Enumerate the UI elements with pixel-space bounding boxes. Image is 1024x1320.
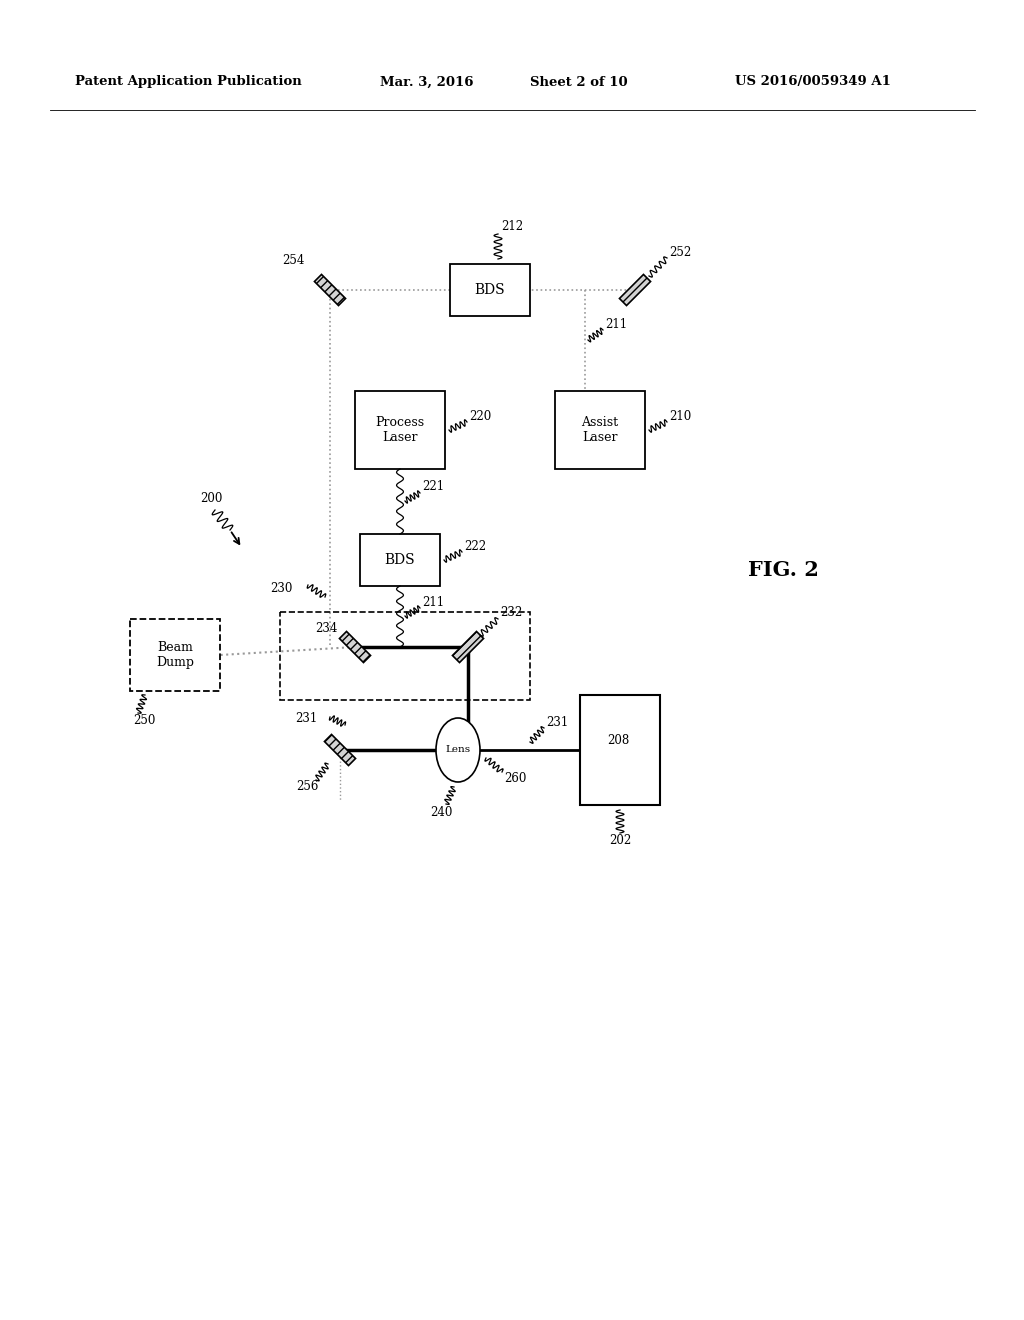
Text: 231: 231 (546, 715, 568, 729)
Text: 230: 230 (270, 582, 293, 595)
Text: Process
Laser: Process Laser (376, 416, 425, 444)
Text: FIG. 2: FIG. 2 (748, 560, 819, 579)
Bar (355, 391, 445, 469)
Polygon shape (325, 734, 355, 766)
Text: 231: 231 (295, 713, 317, 726)
Text: 250: 250 (133, 714, 156, 727)
Text: 260: 260 (504, 771, 526, 784)
Polygon shape (339, 631, 371, 663)
Text: Mar. 3, 2016: Mar. 3, 2016 (380, 75, 473, 88)
Text: 208: 208 (607, 734, 629, 747)
Text: BDS: BDS (475, 282, 505, 297)
Text: Beam
Dump: Beam Dump (156, 642, 194, 669)
Ellipse shape (436, 718, 480, 781)
Text: 240: 240 (430, 805, 453, 818)
Bar (360, 535, 440, 586)
Text: Lens: Lens (445, 746, 471, 755)
Text: 254: 254 (282, 253, 304, 267)
Text: 221: 221 (422, 480, 444, 494)
Text: BDS: BDS (385, 553, 416, 568)
Bar (555, 391, 645, 469)
Text: 202: 202 (609, 834, 631, 847)
Text: 234: 234 (315, 623, 337, 635)
Text: US 2016/0059349 A1: US 2016/0059349 A1 (735, 75, 891, 88)
Text: 232: 232 (500, 606, 522, 619)
Bar (450, 264, 530, 315)
Bar (130, 619, 220, 690)
Text: Patent Application Publication: Patent Application Publication (75, 75, 302, 88)
Text: 252: 252 (669, 246, 691, 259)
Text: 211: 211 (605, 318, 627, 330)
Polygon shape (314, 275, 345, 305)
Bar (580, 696, 660, 805)
Text: Assist
Laser: Assist Laser (582, 416, 618, 444)
Text: Sheet 2 of 10: Sheet 2 of 10 (530, 75, 628, 88)
Text: 212: 212 (501, 219, 523, 232)
Bar (280, 612, 530, 700)
Text: 222: 222 (464, 540, 486, 553)
Polygon shape (620, 275, 650, 305)
Text: 200: 200 (200, 491, 222, 504)
Polygon shape (453, 631, 483, 663)
Text: 210: 210 (669, 409, 691, 422)
Text: 211: 211 (422, 595, 444, 609)
Text: 220: 220 (469, 409, 492, 422)
Text: 256: 256 (296, 780, 318, 792)
